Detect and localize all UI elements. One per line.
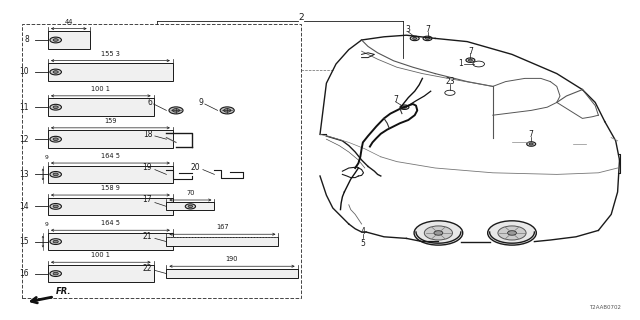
Circle shape xyxy=(53,39,58,41)
Circle shape xyxy=(424,226,452,240)
Text: 164 5: 164 5 xyxy=(101,220,120,227)
Circle shape xyxy=(426,37,429,39)
Circle shape xyxy=(423,36,432,41)
Circle shape xyxy=(414,221,463,245)
Circle shape xyxy=(50,172,61,177)
Text: 158 9: 158 9 xyxy=(101,185,120,191)
Circle shape xyxy=(188,205,193,208)
Circle shape xyxy=(50,136,61,142)
Text: 9: 9 xyxy=(44,222,48,227)
Circle shape xyxy=(173,108,179,112)
Bar xyxy=(48,98,154,116)
Text: 15: 15 xyxy=(19,237,29,246)
Circle shape xyxy=(169,107,183,114)
Circle shape xyxy=(50,239,61,244)
Text: 14: 14 xyxy=(19,202,29,211)
Circle shape xyxy=(224,108,231,112)
Circle shape xyxy=(50,204,61,209)
Circle shape xyxy=(53,106,58,108)
Circle shape xyxy=(413,37,417,39)
Text: 9: 9 xyxy=(198,98,204,107)
Bar xyxy=(48,166,173,183)
Circle shape xyxy=(498,226,526,240)
Text: 100 1: 100 1 xyxy=(92,86,110,92)
Text: 17: 17 xyxy=(143,196,152,204)
Text: 9: 9 xyxy=(44,155,48,160)
Circle shape xyxy=(403,106,406,108)
Bar xyxy=(22,24,301,298)
Circle shape xyxy=(50,271,61,276)
Bar xyxy=(166,237,278,246)
Text: 23: 23 xyxy=(445,77,455,86)
Text: FR.: FR. xyxy=(56,287,72,296)
Text: 8: 8 xyxy=(24,36,29,44)
Text: 7: 7 xyxy=(468,47,473,56)
Circle shape xyxy=(434,231,443,235)
Circle shape xyxy=(466,58,475,62)
Bar xyxy=(48,265,154,283)
Bar xyxy=(48,130,173,148)
Text: 12: 12 xyxy=(19,135,29,144)
Circle shape xyxy=(53,138,58,140)
Text: 5: 5 xyxy=(360,239,365,248)
Text: 13: 13 xyxy=(19,170,29,179)
Text: 16: 16 xyxy=(19,269,29,278)
Text: 44: 44 xyxy=(65,19,73,25)
Bar xyxy=(48,63,173,81)
Circle shape xyxy=(529,143,533,145)
Circle shape xyxy=(220,107,234,114)
Circle shape xyxy=(410,36,419,41)
Circle shape xyxy=(53,272,58,275)
Circle shape xyxy=(468,59,472,61)
Circle shape xyxy=(50,37,61,43)
Circle shape xyxy=(527,142,536,146)
Text: 6: 6 xyxy=(147,98,152,107)
Circle shape xyxy=(488,221,536,245)
Text: 10: 10 xyxy=(19,68,29,76)
Circle shape xyxy=(186,204,196,209)
Bar xyxy=(166,269,298,278)
Text: 4: 4 xyxy=(360,228,365,236)
Text: 7: 7 xyxy=(393,95,398,104)
Bar xyxy=(166,203,214,211)
Text: 21: 21 xyxy=(143,232,152,241)
Text: 164 5: 164 5 xyxy=(101,153,120,159)
Text: 1: 1 xyxy=(458,60,463,68)
Circle shape xyxy=(508,231,516,235)
Text: 100 1: 100 1 xyxy=(92,252,110,259)
Text: 3: 3 xyxy=(406,25,411,34)
Bar xyxy=(48,198,173,215)
Text: 167: 167 xyxy=(216,224,228,230)
Bar xyxy=(48,233,173,250)
Circle shape xyxy=(50,69,61,75)
Circle shape xyxy=(50,104,61,110)
Text: 18: 18 xyxy=(143,130,152,139)
Text: 70: 70 xyxy=(186,190,195,196)
Circle shape xyxy=(53,71,58,73)
Text: 22: 22 xyxy=(143,264,152,273)
Text: 11: 11 xyxy=(19,103,29,112)
Text: 159: 159 xyxy=(104,118,116,124)
Bar xyxy=(48,31,90,49)
Text: 2: 2 xyxy=(298,13,303,22)
Text: 7: 7 xyxy=(529,130,534,139)
Circle shape xyxy=(53,240,58,243)
Circle shape xyxy=(53,173,58,176)
Text: 7: 7 xyxy=(425,25,430,34)
Text: 19: 19 xyxy=(143,164,152,172)
Text: T2AAB0702: T2AAB0702 xyxy=(589,305,621,310)
Text: 155 3: 155 3 xyxy=(101,51,120,57)
Text: 20: 20 xyxy=(191,164,200,172)
Circle shape xyxy=(53,205,58,208)
Circle shape xyxy=(400,105,409,109)
Text: 190: 190 xyxy=(226,256,238,262)
